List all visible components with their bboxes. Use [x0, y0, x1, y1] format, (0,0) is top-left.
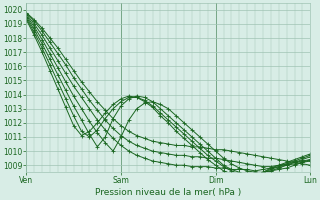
X-axis label: Pression niveau de la mer( hPa ): Pression niveau de la mer( hPa )	[95, 188, 241, 197]
